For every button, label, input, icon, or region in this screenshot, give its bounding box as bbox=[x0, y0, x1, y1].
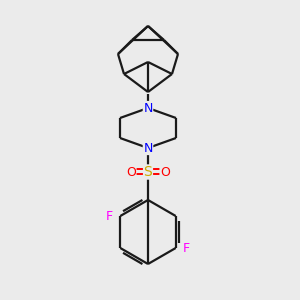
Text: O: O bbox=[160, 166, 170, 178]
Text: F: F bbox=[183, 242, 190, 254]
Text: F: F bbox=[106, 209, 113, 223]
Text: N: N bbox=[143, 101, 153, 115]
Text: O: O bbox=[126, 166, 136, 178]
Text: N: N bbox=[143, 142, 153, 154]
Text: S: S bbox=[144, 165, 152, 179]
